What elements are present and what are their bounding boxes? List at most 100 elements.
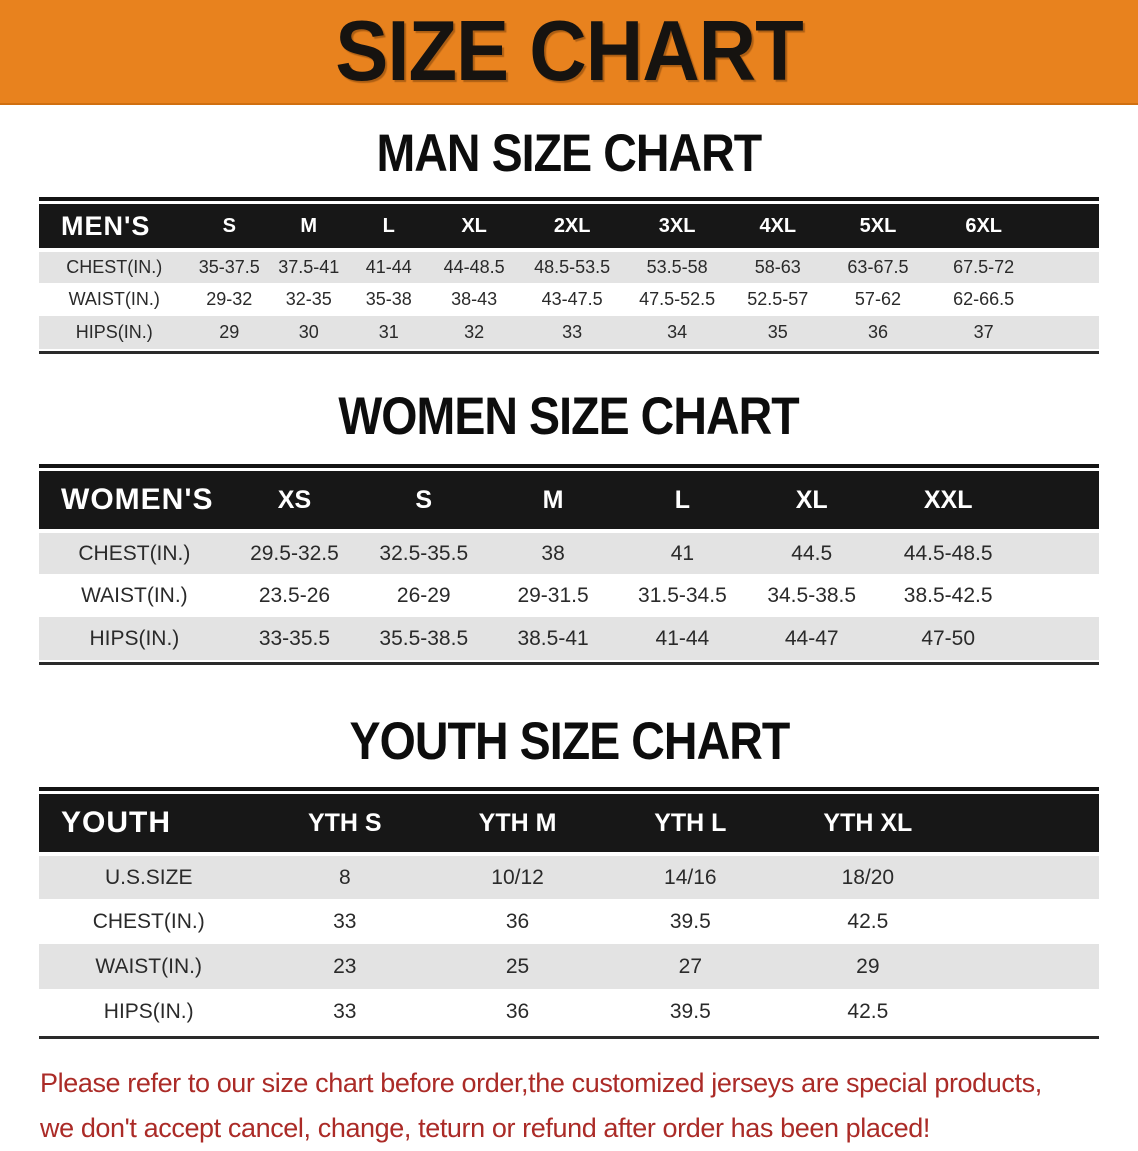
row-label-cell: WAIST(IN.) <box>95 954 202 978</box>
size-value-cell: 48.5-53.5 <box>534 257 611 277</box>
size-value-cell: 43-47.5 <box>541 289 603 309</box>
row-label-cell: HIPS(IN.) <box>103 999 194 1023</box>
youth-size-table: YOUTH YTH S YTH M YTH L YTH XL U.S.SIZE 8 10/12… <box>39 794 1099 1034</box>
size-value-cell: 44.5 <box>791 541 833 565</box>
size-value-cell: 36 <box>867 322 888 342</box>
women-size-section: WOMEN SIZE CHART WOMEN'S XS S M L XL XXL CHEST(… <box>0 386 1138 665</box>
size-column-header: YTH S <box>307 808 382 837</box>
size-value-cell: 27 <box>678 954 702 978</box>
size-value-cell: 31 <box>378 322 399 342</box>
size-column-header: YTH XL <box>823 808 913 837</box>
youth-table-frame: YOUTH YTH S YTH M YTH L YTH XL U.S.SIZE 8 10/12… <box>39 787 1099 1039</box>
size-column-header: XXL <box>923 485 973 514</box>
size-column-header: S <box>415 485 433 514</box>
size-value-cell: 38-43 <box>451 289 498 309</box>
size-column-header: 6XL <box>965 214 1003 237</box>
disclaimer-text: Please refer to our size chart before or… <box>0 1061 1138 1151</box>
size-value-cell: 39.5 <box>669 999 711 1023</box>
size-value-cell: 42.5 <box>847 909 889 933</box>
size-value-cell: 35-37.5 <box>198 257 260 277</box>
size-value-cell: 34.5-38.5 <box>767 583 857 607</box>
size-value-cell: 41-44 <box>365 257 412 277</box>
row-label-cell: CHEST(IN.) <box>92 909 205 933</box>
size-value-cell: 35.5-38.5 <box>379 626 469 650</box>
size-value-cell: 52.5-57 <box>747 289 809 309</box>
row-label-cell: WAIST(IN.) <box>81 583 188 607</box>
size-value-cell: 29 <box>219 322 240 342</box>
disclaimer-line-1: Please refer to our size chart before or… <box>40 1068 1042 1098</box>
size-column-header: 2XL <box>553 214 591 237</box>
size-column-header: S <box>222 214 236 237</box>
size-value-cell: 29-32 <box>206 289 253 309</box>
women-size-table: WOMEN'S XS S M L XL XXL CHEST(IN.) 29.5-32.5 32.5… <box>39 471 1099 660</box>
measurement-row: WAIST(IN.) 23.5-26 26-29 29-31.5 31.5-34.5 34… <box>39 574 1099 617</box>
size-value-cell: 37.5-41 <box>278 257 340 277</box>
size-column-header: L <box>674 485 691 514</box>
row-label-cell: CHEST(IN.) <box>66 257 163 277</box>
size-value-cell: 14/16 <box>664 865 717 889</box>
size-column-header: 3XL <box>658 214 696 237</box>
size-value-cell: 30 <box>298 322 319 342</box>
measurement-row: CHEST(IN.) 33 36 39.5 42.5 <box>39 899 1099 944</box>
size-value-cell: 44.5-48.5 <box>903 541 993 565</box>
size-header-row: YOUTH YTH S YTH M YTH L YTH XL <box>39 794 1099 854</box>
men-table-frame: MEN'S S M L XL 2XL 3XL 4XL 5XL 6XL CHEST(IN.) 35-37… <box>39 197 1099 354</box>
size-value-cell: 53.5-58 <box>646 257 708 277</box>
size-value-cell: 31.5-34.5 <box>638 583 727 607</box>
size-value-cell: 41 <box>670 541 695 565</box>
size-value-cell: 23 <box>333 954 357 978</box>
size-value-cell: 23.5-26 <box>258 583 331 607</box>
man-size-section: MAN SIZE CHART MEN'S S M L XL 2XL 3XL 4XL 5XL 6XL… <box>0 123 1138 354</box>
size-value-cell: 47.5-52.5 <box>639 289 716 309</box>
men-size-table: MEN'S S M L XL 2XL 3XL 4XL 5XL 6XL CHEST(IN.) 35-37… <box>39 204 1099 349</box>
man-section-heading: MAN SIZE CHART <box>376 123 763 183</box>
size-value-cell: 32-35 <box>285 289 332 309</box>
size-column-header: XS <box>277 485 312 514</box>
row-label-cell: HIPS(IN.) <box>75 322 153 342</box>
size-chart-banner: SIZE CHART <box>0 0 1138 105</box>
size-value-cell: 44-47 <box>784 626 839 650</box>
size-value-cell: 33 <box>333 909 357 933</box>
youth-size-section: YOUTH SIZE CHART YOUTH YTH S YTH M YTH L YTH… <box>0 711 1138 1039</box>
size-column-header: YTH L <box>654 808 727 837</box>
measurement-row: HIPS(IN.) 29 30 31 32 33 34 35 36 37 <box>39 316 1099 349</box>
row-label-cell: HIPS(IN.) <box>89 626 180 650</box>
size-column-header: XL <box>461 214 487 237</box>
measurement-row: CHEST(IN.) 29.5-32.5 32.5-35.5 38 41 44.5 44.5… <box>39 531 1099 574</box>
size-column-header: M <box>300 214 318 237</box>
size-value-cell: 33 <box>562 322 583 342</box>
size-value-cell: 38.5-42.5 <box>903 583 993 607</box>
table-title-cell: WOMEN'S <box>61 483 214 516</box>
size-value-cell: 29 <box>856 954 880 978</box>
row-label-cell: U.S.SIZE <box>104 865 193 889</box>
size-value-cell: 32.5-35.5 <box>379 541 469 565</box>
size-value-cell: 18/20 <box>841 865 895 889</box>
size-header-row: WOMEN'S XS S M L XL XXL <box>39 471 1099 531</box>
size-value-cell: 25 <box>505 954 530 978</box>
size-column-header: 5XL <box>859 214 897 237</box>
size-value-cell: 33 <box>333 999 357 1023</box>
size-value-cell: 42.5 <box>847 999 889 1023</box>
size-value-cell: 67.5-72 <box>953 257 1015 277</box>
size-value-cell: 36 <box>505 909 530 933</box>
size-value-cell: 41-44 <box>655 626 710 650</box>
disclaimer-line-2: we don't accept cancel, change, teturn o… <box>40 1113 930 1143</box>
row-label-cell: CHEST(IN.) <box>78 541 191 565</box>
youth-section-heading: YOUTH SIZE CHART <box>349 711 790 771</box>
size-column-header: M <box>542 485 564 514</box>
measurement-row: WAIST(IN.) 23 25 27 29 <box>39 944 1099 989</box>
size-value-cell: 32 <box>464 322 485 342</box>
size-value-cell: 34 <box>667 322 688 342</box>
size-value-cell: 10/12 <box>491 865 544 889</box>
size-value-cell: 44-48.5 <box>443 257 505 277</box>
women-section-heading: WOMEN SIZE CHART <box>338 386 800 446</box>
size-value-cell: 8 <box>338 865 351 889</box>
size-value-cell: 36 <box>505 999 530 1023</box>
measurement-row: U.S.SIZE 8 10/12 14/16 18/20 <box>39 854 1099 899</box>
size-value-cell: 29-31.5 <box>517 583 589 607</box>
table-title-cell: MEN'S <box>61 210 151 241</box>
women-table-frame: WOMEN'S XS S M L XL XXL CHEST(IN.) 29.5-32.5 32.5… <box>39 464 1099 665</box>
size-value-cell: 35 <box>767 322 788 342</box>
size-value-cell: 29.5-32.5 <box>250 541 339 565</box>
size-header-row: MEN'S S M L XL 2XL 3XL 4XL 5XL 6XL <box>39 204 1099 250</box>
